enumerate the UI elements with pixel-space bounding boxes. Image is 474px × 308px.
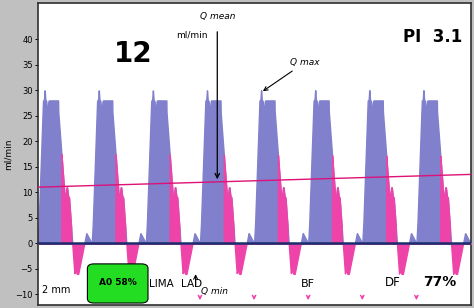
- Text: DF: DF: [385, 277, 401, 290]
- Text: PI  3.1: PI 3.1: [402, 27, 462, 46]
- Text: ml/min: ml/min: [176, 30, 208, 39]
- Text: Q max: Q max: [264, 58, 320, 91]
- Text: 77%: 77%: [424, 275, 457, 290]
- Text: Q min: Q min: [201, 287, 228, 296]
- FancyBboxPatch shape: [87, 264, 148, 303]
- Text: LAD: LAD: [181, 279, 202, 290]
- Text: A0 58%: A0 58%: [99, 278, 137, 287]
- Text: Q mean: Q mean: [200, 12, 235, 21]
- Text: LIMA: LIMA: [149, 279, 173, 290]
- Text: BF: BF: [301, 279, 315, 290]
- Text: 2 mm: 2 mm: [42, 286, 70, 295]
- Text: 12: 12: [114, 40, 152, 67]
- Y-axis label: ml/min: ml/min: [3, 138, 12, 170]
